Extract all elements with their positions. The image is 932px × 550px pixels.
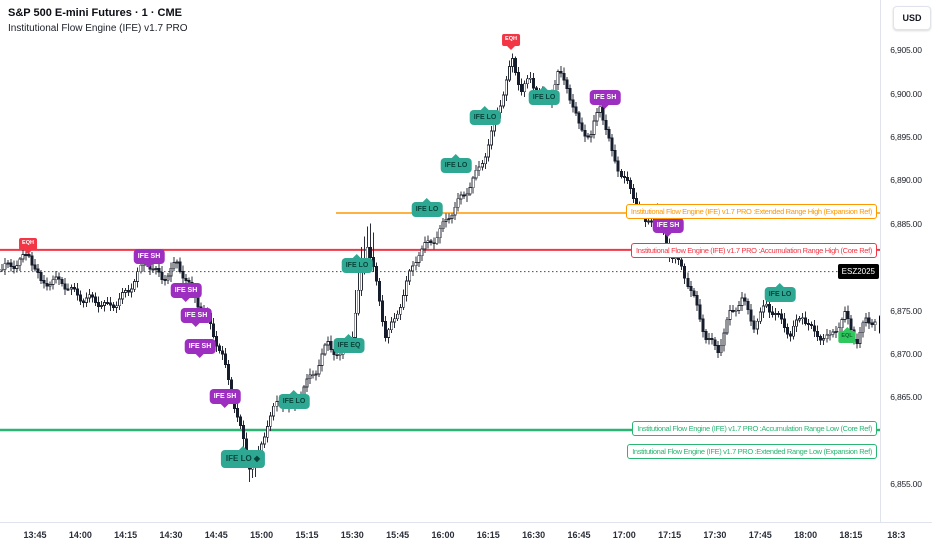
symbol-title: S&P 500 E-mini Futures · 1 · CME (8, 7, 183, 19)
price-axis[interactable]: USD 6,905.00 6,900.00 6,895.00 6,890.00 6,88… (880, 0, 932, 522)
time-tick: 17:30 (703, 530, 727, 540)
chart-header: S&P 500 E-mini Futures · 1 · CME Institu… (8, 6, 188, 36)
price-tick: 6,885.00 (890, 218, 922, 229)
price-tick: 6,870.00 (890, 349, 922, 360)
time-axis[interactable]: 13:45 14:00 14:15 14:30 14:45 15:00 15:15 15:30… (0, 522, 932, 550)
time-tick: 15:00 (250, 530, 274, 540)
time-tick: 17:45 (748, 530, 772, 540)
time-tick: 18:3 (887, 530, 906, 540)
price-tick: 6,855.00 (890, 479, 922, 490)
time-tick: 14:15 (114, 530, 138, 540)
time-tick: 15:45 (386, 530, 410, 540)
price-tick: 6,900.00 (890, 88, 922, 99)
candlestick-chart[interactable] (0, 0, 880, 522)
time-tick: 14:00 (68, 530, 92, 540)
currency-button[interactable]: USD (893, 6, 931, 30)
indicator-title: Institutional Flow Engine (IFE) v1.7 PRO (8, 22, 188, 34)
time-tick: 15:15 (295, 530, 319, 540)
price-tick: 6,875.00 (890, 305, 922, 316)
price-tick: 6,890.00 (890, 175, 922, 186)
price-tick: 6,905.00 (890, 45, 922, 56)
time-tick: 16:15 (476, 530, 500, 540)
time-tick: 17:15 (658, 530, 682, 540)
price-tick: 6,895.00 (890, 132, 922, 143)
time-tick: 15:30 (340, 530, 364, 540)
time-tick: 18:15 (839, 530, 863, 540)
time-tick: 16:00 (431, 530, 455, 540)
price-tick: 6,865.00 (890, 392, 922, 403)
time-tick: 13:45 (23, 530, 47, 540)
time-tick: 16:30 (522, 530, 546, 540)
time-tick: 14:30 (159, 530, 183, 540)
time-tick: 18:00 (794, 530, 818, 540)
time-tick: 17:00 (612, 530, 636, 540)
time-tick: 16:45 (567, 530, 591, 540)
time-tick: 14:45 (204, 530, 228, 540)
